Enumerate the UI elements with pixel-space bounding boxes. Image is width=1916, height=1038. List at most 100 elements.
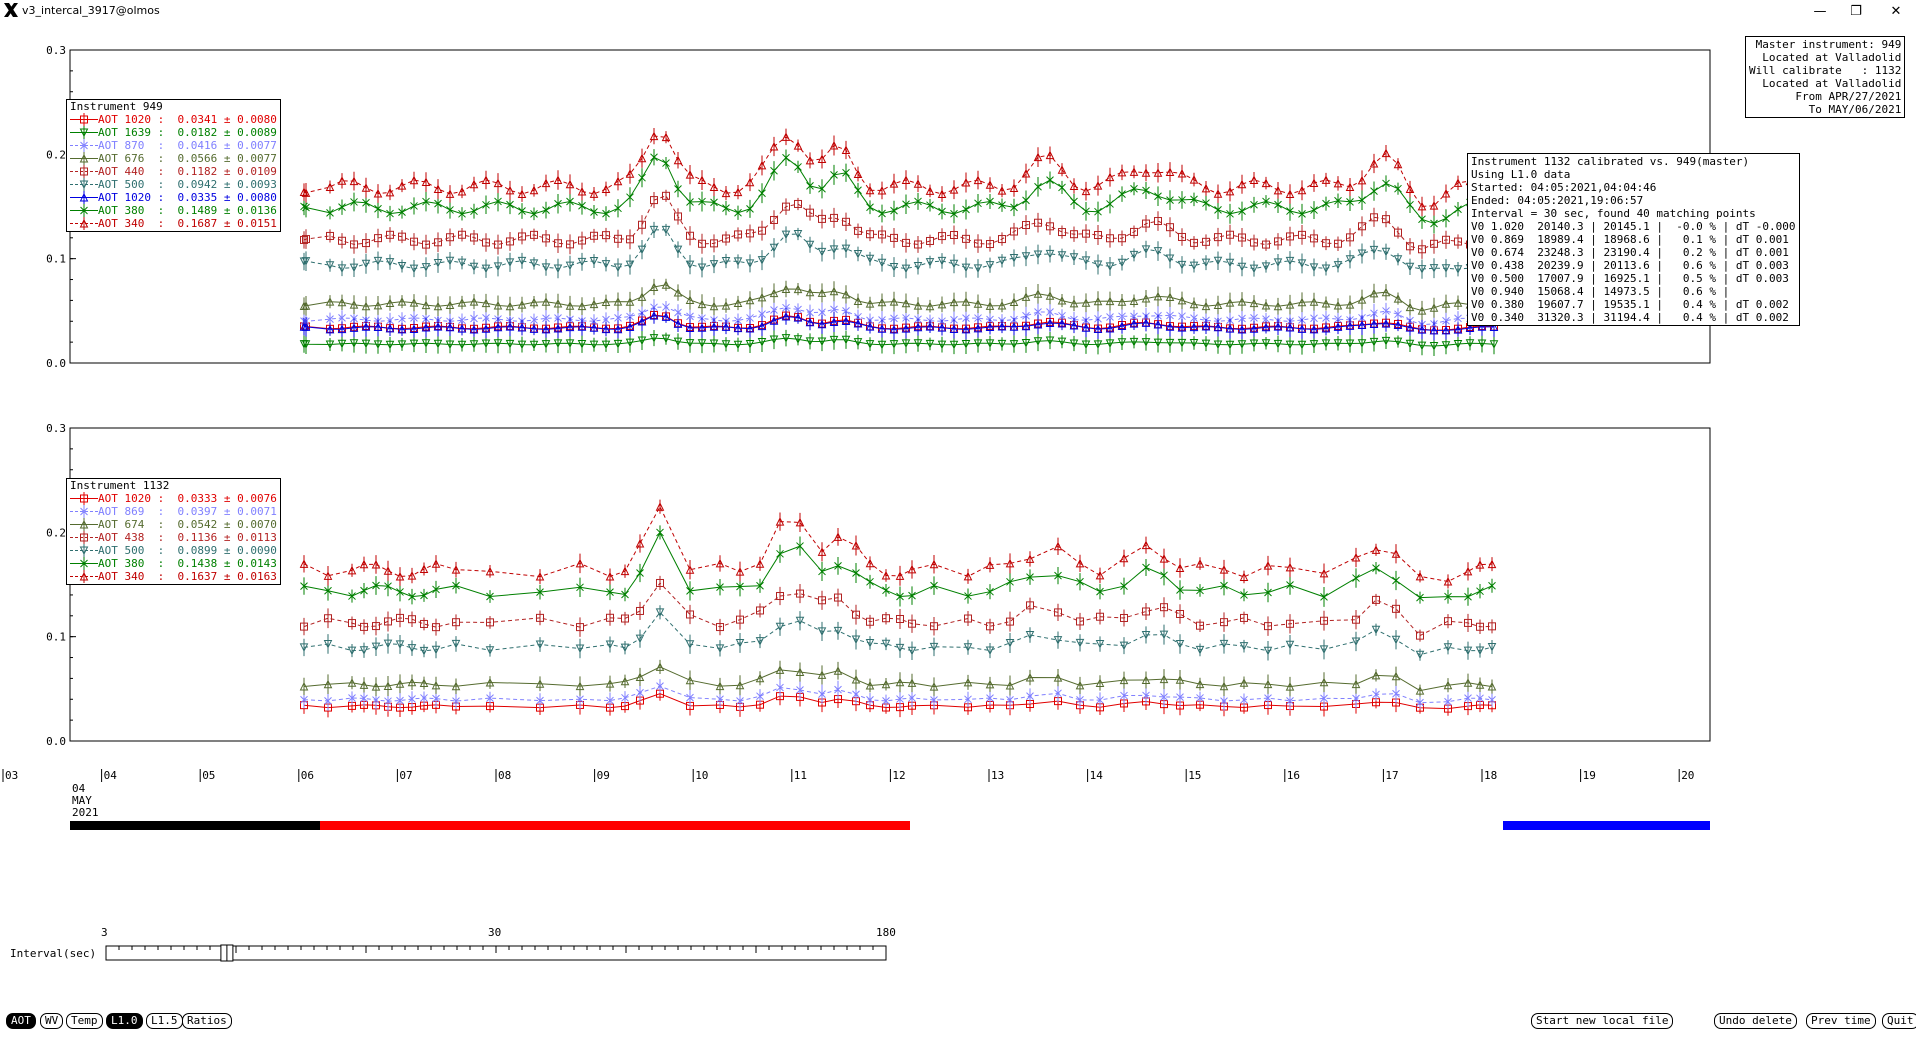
legend-entry: AOT 869 : 0.0397 ± 0.0071 xyxy=(70,505,277,518)
y-tick-label: 0.3 xyxy=(46,422,66,435)
legend-entry: AOT 380 : 0.1489 ± 0.0136 xyxy=(70,204,277,217)
legend-marker-icon xyxy=(70,518,98,531)
minimize-button[interactable]: — xyxy=(1813,3,1827,19)
series-line xyxy=(303,306,1495,326)
legend-entry: AOT 500 : 0.0899 ± 0.0090 xyxy=(70,544,277,557)
masterbox-line: Located at Valladolid xyxy=(1755,77,1902,90)
interval-slider[interactable]: 3 30 180 Interval(sec) xyxy=(10,926,896,962)
series-line xyxy=(303,582,1493,637)
coverage-bar-black xyxy=(70,821,320,830)
calibbox-line: Using L1.0 data xyxy=(1471,168,1571,181)
master-instrument-box: Master instrument: 949 Located at Vallad… xyxy=(1745,36,1906,118)
legend-label: AOT 500 : xyxy=(98,178,165,191)
mode-button-ratios[interactable]: Ratios xyxy=(182,1013,232,1029)
time-tick-label: 05 xyxy=(202,769,215,782)
calibbox-line: Started: 04:05:2021,04:04:46 xyxy=(1471,181,1657,194)
calibbox-line: Instrument 1132 calibrated vs. 949(maste… xyxy=(1471,155,1750,168)
series-line xyxy=(303,229,1495,270)
legend-instrument-1132: Instrument 1132 AOT 1020 : 0.0333 ± 0.00… xyxy=(66,478,281,585)
time-tick-label: 06 xyxy=(301,769,314,782)
calibbox-line: V0 0.674 23248.3 | 23190.4 | 0.2 % | dT … xyxy=(1471,246,1789,259)
masterbox-line: Will calibrate : 1132 xyxy=(1749,64,1902,77)
slider-label: Interval(sec) xyxy=(10,947,96,960)
legend-value: 0.0416 ± 0.0077 xyxy=(164,139,277,152)
calibration-results-box: Instrument 1132 calibrated vs. 949(maste… xyxy=(1467,153,1800,326)
time-tick-label: 08 xyxy=(498,769,511,782)
legend-entry: AOT 1639 : 0.0182 ± 0.0089 xyxy=(70,126,277,139)
calibbox-line: Ended: 04:05:2021,19:06:57 xyxy=(1471,194,1644,207)
calibbox-line: V0 0.380 19607.7 | 19535.1 | 0.4 % | dT … xyxy=(1471,298,1789,311)
x11-logo-icon xyxy=(4,3,18,17)
plot-instrument-949[interactable]: 0.3 0.2 0.1 0.0 xyxy=(46,44,1711,370)
mode-button-wv[interactable]: WV xyxy=(40,1013,64,1029)
data-coverage-bars xyxy=(70,821,1710,830)
restore-button[interactable]: ❐ xyxy=(1850,3,1862,19)
mode-button-l10[interactable]: L1.0 xyxy=(106,1013,143,1029)
masterbox-line: To MAY/06/2021 xyxy=(1808,103,1902,116)
legend-value: 0.0182 ± 0.0089 xyxy=(164,126,277,139)
legend-entry: AOT 380 : 0.1438 ± 0.0143 xyxy=(70,557,277,570)
start-new-local-file-button[interactable]: Start new local file xyxy=(1531,1013,1674,1029)
legend-marker-icon xyxy=(70,570,98,583)
series-line xyxy=(303,195,1495,250)
mode-button-l15[interactable]: L1.5 xyxy=(146,1013,183,1029)
legend-label: AOT 340 : xyxy=(98,570,165,583)
undo-delete-button[interactable]: Undo delete xyxy=(1714,1013,1797,1029)
legend-entry: AOT 1020 : 0.0333 ± 0.0076 xyxy=(70,492,277,505)
time-tick-label: 04 xyxy=(104,769,118,782)
legend-entry: AOT 870 : 0.0416 ± 0.0077 xyxy=(70,139,277,152)
legend-label: AOT 676 : xyxy=(98,152,165,165)
plot1-series xyxy=(299,128,1499,357)
window-titlebar: v3_intercal_3917@olmos — ❐ ✕ xyxy=(0,0,1916,22)
legend-value: 0.1438 ± 0.0143 xyxy=(164,557,277,570)
legend-value: 0.0566 ± 0.0077 xyxy=(164,152,277,165)
y-tick-label: 0.3 xyxy=(46,44,66,57)
series-line xyxy=(303,337,1495,347)
legend-marker-icon xyxy=(70,152,98,165)
legend-entry: AOT 674 : 0.0542 ± 0.0070 xyxy=(70,518,277,531)
legend-label: AOT 1020 : xyxy=(98,492,165,505)
window-title: v3_intercal_3917@olmos xyxy=(22,4,160,17)
coverage-bar-blue xyxy=(1503,821,1710,830)
legend-value: 0.0899 ± 0.0090 xyxy=(164,544,277,557)
calibbox-line: V0 0.340 31320.3 | 31194.4 | 0.4 % | dT … xyxy=(1471,311,1789,324)
legend-value: 0.1687 ± 0.0151 xyxy=(164,217,277,230)
legend-label: AOT 438 : xyxy=(98,531,165,544)
plot-instrument-1132[interactable]: 0.3 0.2 0.1 0.0 xyxy=(46,422,1711,748)
calibbox-line: V0 0.869 18989.4 | 18968.6 | 0.1 % | dT … xyxy=(1471,233,1789,246)
slider-min-label: 3 xyxy=(101,926,108,939)
legend-value: 0.0341 ± 0.0080 xyxy=(164,113,277,126)
mode-button-temp[interactable]: Temp xyxy=(66,1013,103,1029)
plot1-frame xyxy=(69,49,1711,364)
series-line xyxy=(303,685,1493,704)
legend-marker-icon xyxy=(70,165,98,178)
masterbox-line: From APR/27/2021 xyxy=(1795,90,1902,103)
legend-entry: AOT 676 : 0.0566 ± 0.0077 xyxy=(70,152,277,165)
legend-value: 0.0942 ± 0.0093 xyxy=(164,178,277,191)
series-line xyxy=(303,135,1495,207)
y-tick-label: 0.0 xyxy=(46,357,66,370)
time-tick-label: 15 xyxy=(1188,769,1201,782)
legend-instrument-949: Instrument 949 AOT 1020 : 0.0341 ± 0.008… xyxy=(66,99,281,232)
series-line xyxy=(303,531,1493,599)
legend-marker-icon xyxy=(70,204,98,217)
prev-time-button[interactable]: Prev time xyxy=(1806,1013,1876,1029)
close-button[interactable]: ✕ xyxy=(1890,3,1902,19)
quit-button[interactable]: Quit xyxy=(1882,1013,1916,1029)
legend-value: 0.0333 ± 0.0076 xyxy=(164,492,277,505)
calibbox-line: V0 0.940 15068.4 | 14973.5 | 0.6 % | xyxy=(1471,285,1730,298)
series-line xyxy=(303,505,1493,583)
legend-value: 0.1489 ± 0.0136 xyxy=(164,204,277,217)
plot2-y-axis: 0.3 0.2 0.1 0.0 xyxy=(46,422,76,748)
time-tick-label: 10 xyxy=(695,769,708,782)
time-axis: 03 04 05 06 07 08 09 10 11 12 13 14 15 16 17 18 19 2004MA… xyxy=(2,769,1694,819)
plot1-y-axis: 0.3 0.2 0.1 0.0 xyxy=(46,44,76,370)
series-line xyxy=(303,315,1495,331)
calibbox-line: V0 1.020 20140.3 | 20145.1 | -0.0 % | dT… xyxy=(1471,220,1796,233)
time-tick-label: 17 xyxy=(1385,769,1398,782)
time-tick-label: 16 xyxy=(1287,769,1300,782)
mode-button-aot[interactable]: AOT xyxy=(6,1013,36,1029)
plot-canvas[interactable]: 0.3 0.2 0.1 0.0 0.3 0.2 0.1 0.0 03 04 05 06 07 08 09… xyxy=(0,22,1916,1022)
legend-label: AOT 1639 : xyxy=(98,126,165,139)
legend-title: Instrument 1132 xyxy=(70,479,170,492)
